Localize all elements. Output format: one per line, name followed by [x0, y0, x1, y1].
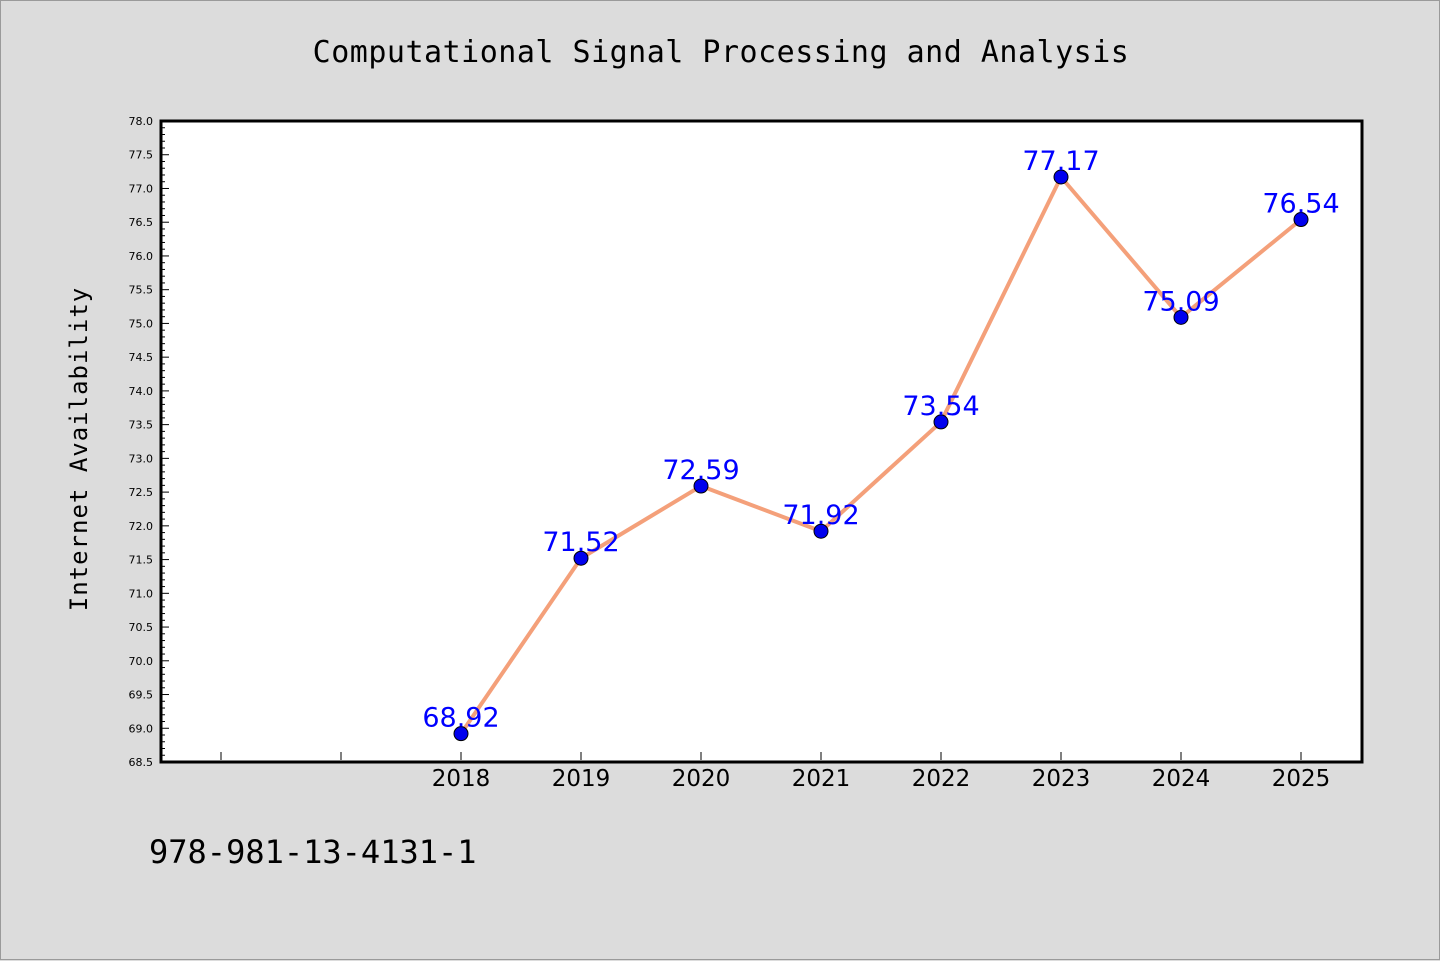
data-label: 73.54 [902, 391, 979, 422]
y-tick-label: 77.0 [129, 182, 154, 195]
data-point [813, 523, 829, 539]
data-label: 68.92 [422, 703, 499, 734]
y-tick-label: 73.0 [129, 452, 154, 465]
data-point [933, 414, 949, 430]
data-label: 77.17 [1022, 146, 1099, 177]
x-tick-label: 2024 [1152, 766, 1211, 792]
x-axis: 2018 2019 2020 2021 2022 2023 2024 2025 [220, 752, 1331, 792]
x-tick-label: 2021 [792, 766, 851, 792]
data-point [1173, 309, 1189, 325]
y-tick-label: 70.0 [129, 655, 154, 668]
x-tick-label: 2023 [1032, 766, 1091, 792]
y-tick-label: 71.0 [129, 587, 154, 600]
y-tick-label: 74.5 [129, 351, 154, 364]
y-tick-label: 73.5 [129, 419, 154, 432]
isbn-label: 978-981-13-4131-1 [149, 833, 477, 871]
y-axis: 68.5 69.0 69.5 70.0 70.5 71.0 71.5 72.0 72.5 73.0… [129, 115, 169, 769]
data-point [1293, 212, 1309, 228]
plot-frame [159, 119, 1364, 764]
data-points [453, 169, 1309, 742]
x-tick-label: 2019 [552, 766, 611, 792]
y-tick-label: 72.5 [129, 486, 154, 499]
data-label: 75.09 [1142, 286, 1219, 317]
y-tick-label: 75.5 [129, 284, 154, 297]
data-point [693, 478, 709, 494]
chart-title: Computational Signal Processing and Anal… [312, 35, 1130, 70]
data-point [453, 726, 469, 742]
y-tick-label: 76.0 [129, 250, 154, 263]
data-label: 76.54 [1262, 189, 1339, 220]
y-tick-label: 70.5 [129, 621, 154, 634]
data-label: 71.52 [542, 527, 619, 558]
x-tick-label: 2018 [432, 766, 491, 792]
y-tick-label: 78.0 [129, 115, 154, 128]
data-label: 72.59 [662, 455, 739, 486]
y-tick-label: 71.5 [129, 554, 154, 567]
data-point [1053, 169, 1069, 185]
data-label: 71.92 [782, 500, 859, 531]
y-tick-label: 69.5 [129, 689, 154, 702]
y-tick-label: 68.5 [129, 756, 154, 769]
y-tick-label: 76.5 [129, 216, 154, 229]
x-tick-label: 2022 [912, 766, 971, 792]
y-tick-label: 69.0 [129, 722, 154, 735]
data-labels: 68.92 71.52 72.59 71.92 73.54 77.17 75.09 76.54 [422, 146, 1339, 734]
data-point [573, 550, 589, 566]
y-tick-label: 74.0 [129, 385, 154, 398]
y-tick-label: 75.0 [129, 317, 154, 330]
x-tick-label: 2020 [672, 766, 731, 792]
series-line [459, 175, 1303, 735]
y-tick-label: 72.0 [129, 520, 154, 533]
x-tick-label: 2025 [1272, 766, 1331, 792]
plot-area [161, 121, 1362, 762]
y-tick-label: 77.5 [129, 149, 154, 162]
